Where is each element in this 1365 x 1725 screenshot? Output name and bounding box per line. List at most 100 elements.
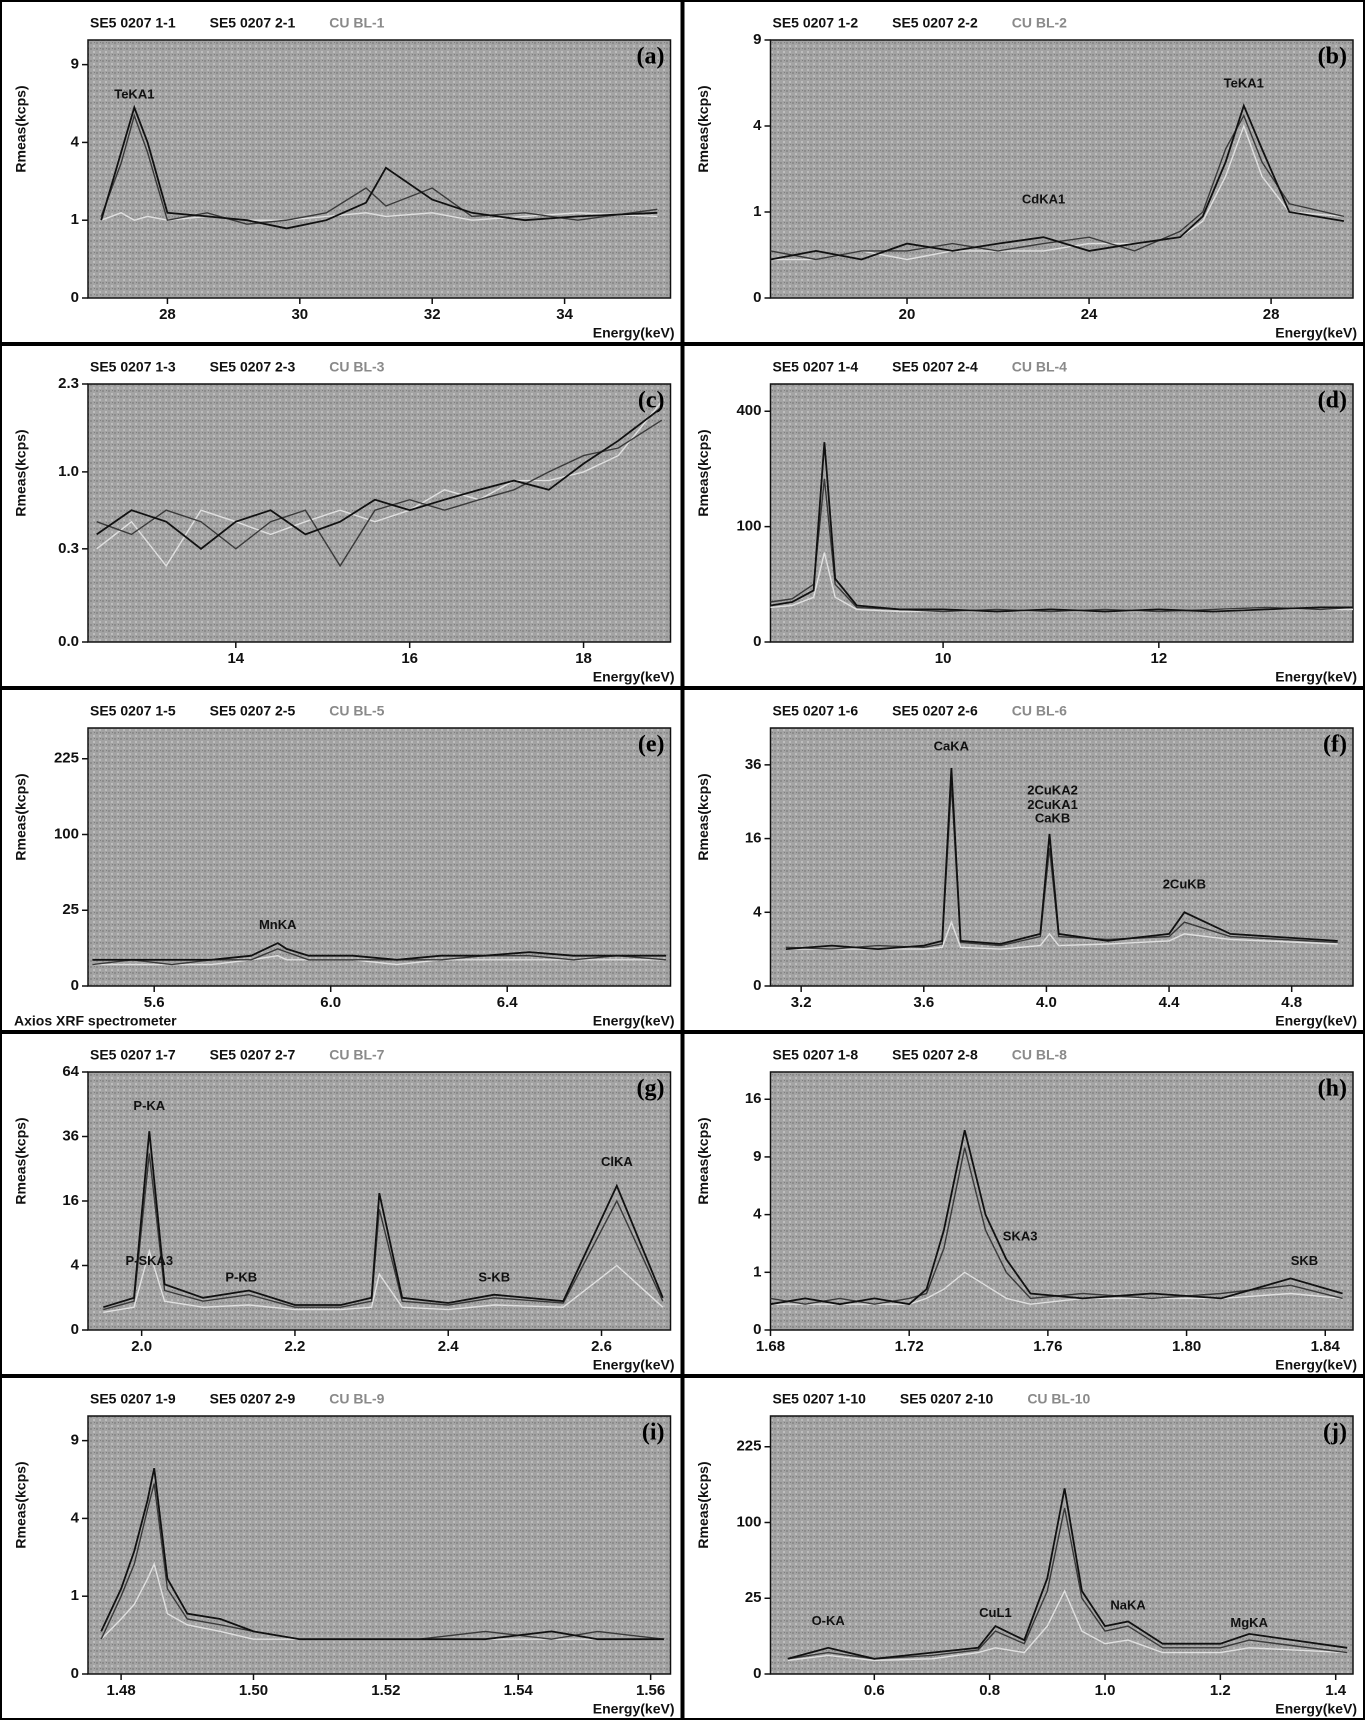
plot-area: [769, 1415, 1354, 1675]
x-axis-label: Energy(keV): [593, 1701, 675, 1717]
y-tick-label: 9: [71, 1432, 79, 1449]
x-tick-label: 16: [401, 650, 418, 667]
peak-annotation: NaKA: [1110, 1598, 1146, 1613]
x-tick-label: 14: [227, 650, 244, 667]
x-tick-label: 18: [575, 650, 592, 667]
spectrum-line: [96, 400, 663, 568]
y-tick-label: 1: [753, 203, 761, 220]
panel-label: (e): [638, 732, 665, 758]
legend-entry: SE5 0207 2-5: [210, 703, 296, 719]
x-tick-label: 2.0: [131, 1338, 152, 1355]
legend-entry: SE5 0207 2-2: [892, 15, 978, 31]
x-tick-label: 2.4: [438, 1338, 460, 1355]
y-tick-label: 0: [753, 633, 761, 650]
legend-entry: SE5 0207 2-1: [210, 15, 296, 31]
plot-area: [87, 39, 672, 299]
y-tick-label: 16: [745, 830, 762, 847]
x-tick-label: 28: [1263, 306, 1280, 323]
y-axis-label: Rmeas(kcps): [695, 429, 711, 516]
x-tick-label: 0.8: [979, 1682, 1000, 1699]
x-tick-label: 4.8: [1281, 994, 1302, 1011]
x-tick-label: 1.2: [1210, 1682, 1231, 1699]
peak-annotation: MgKA: [1230, 1615, 1268, 1630]
spectrum-line: [96, 419, 663, 568]
x-tick-label: 2.2: [285, 1338, 306, 1355]
spectrum-line: [770, 552, 1353, 613]
x-tick-label: 6.0: [320, 994, 341, 1011]
peak-annotation: ClKA: [601, 1154, 633, 1169]
chart-panel: 0 25 100 225 0.6 0.8 1.0 1.2 1.4 SE5 0207 1-10 SE5…: [682, 1376, 1365, 1720]
legend-entry: CU BL-4: [1012, 359, 1067, 375]
panel-label: (j): [1323, 1420, 1347, 1446]
x-axis-label: Energy(keV): [1275, 669, 1357, 685]
spectrum-line: [100, 113, 658, 225]
x-tick-label: 3.6: [913, 994, 934, 1011]
spectrum-line: [100, 104, 658, 230]
chart-panel: 0 1 4 9 1.48 1.50 1.52 1.54 1.56 SE5 0207 1-9 SE5 …: [0, 1376, 683, 1720]
peak-annotation: CuL1: [979, 1605, 1012, 1620]
x-tick-label: 1.50: [239, 1682, 268, 1699]
legend-entry: SE5 0207 2-6: [892, 703, 978, 719]
spectrum-line: [770, 442, 1353, 613]
x-tick-label: 1.48: [106, 1682, 135, 1699]
legend-entry: CU BL-7: [329, 1047, 384, 1063]
y-axis-label: Rmeas(kcps): [13, 1117, 29, 1204]
y-tick-label: 1: [753, 1263, 761, 1280]
legend-entry: CU BL-9: [329, 1391, 384, 1407]
y-tick-label: 16: [745, 1090, 762, 1107]
y-tick-label: 9: [753, 1148, 761, 1165]
peak-annotation: 2CuKA1: [1027, 797, 1078, 812]
y-tick-label: 400: [736, 402, 761, 419]
y-tick-label: 0: [753, 977, 761, 994]
x-tick-label: 1.72: [895, 1338, 924, 1355]
footer-note: Axios XRF spectrometer: [14, 1013, 177, 1029]
chart-panel: 0 1 4 9 20 24 28 SE5 0207 1-2 SE5 0207 2-2 CU BL-…: [682, 0, 1365, 344]
peak-annotation: MnKA: [259, 917, 297, 932]
x-tick-label: 1.52: [371, 1682, 400, 1699]
legend-entry: SE5 0207 1-9: [90, 1391, 176, 1407]
chart-panel: 0 4 16 36 3.2 3.6 4.0 4.4 4.8 SE5 0207 1-6 SE5 020…: [682, 688, 1365, 1032]
spectrum-line: [103, 1131, 664, 1309]
plot-area: [769, 1071, 1354, 1331]
legend-entry: SE5 0207 2-3: [210, 359, 296, 375]
legend-entry: SE5 0207 1-2: [773, 15, 859, 31]
peak-annotation: O-KA: [812, 1613, 846, 1628]
y-tick-label: 0.3: [58, 540, 79, 557]
legend-entry: CU BL-2: [1012, 15, 1067, 31]
spectrum-line: [100, 1468, 664, 1641]
spectrum-line: [92, 942, 667, 961]
y-axis-label: Rmeas(kcps): [13, 85, 29, 172]
y-tick-label: 0: [71, 1665, 79, 1682]
peak-annotation: CaKA: [934, 739, 970, 754]
y-axis-label: Rmeas(kcps): [13, 1461, 29, 1548]
panel-label: (i): [642, 1420, 665, 1446]
spectrum-line: [770, 1271, 1343, 1305]
x-axis-label: Energy(keV): [593, 1013, 675, 1029]
y-axis-label: Rmeas(kcps): [13, 429, 29, 516]
x-axis-label: Energy(keV): [1275, 1701, 1357, 1717]
spectrum-line: [92, 948, 667, 966]
y-axis-label: Rmeas(kcps): [13, 773, 29, 860]
x-axis-label: Energy(keV): [1275, 325, 1357, 341]
legend-entry: CU BL-5: [329, 703, 384, 719]
panel-label: (a): [637, 44, 665, 70]
peak-annotation: 2CuKA2: [1027, 782, 1078, 797]
spectrum-line: [787, 1507, 1348, 1660]
peak-annotation: SKB: [1291, 1253, 1318, 1268]
x-tick-label: 4.4: [1159, 994, 1181, 1011]
y-tick-label: 4: [71, 133, 80, 150]
legend-entry: CU BL-6: [1012, 703, 1067, 719]
y-axis-label: Rmeas(kcps): [695, 773, 711, 860]
spectrum-line: [103, 1153, 664, 1311]
plot-area: [87, 1415, 672, 1675]
y-tick-label: 0: [753, 1321, 761, 1338]
y-tick-label: 1: [71, 211, 79, 228]
y-axis-label: Rmeas(kcps): [695, 1461, 711, 1548]
legend-entry: SE5 0207 2-9: [210, 1391, 296, 1407]
peak-annotation: TeKA1: [114, 87, 154, 102]
legend-entry: SE5 0207 2-8: [892, 1047, 978, 1063]
x-tick-label: 1.84: [1311, 1338, 1341, 1355]
plot-area: [87, 383, 672, 643]
y-tick-label: 0: [71, 977, 79, 994]
